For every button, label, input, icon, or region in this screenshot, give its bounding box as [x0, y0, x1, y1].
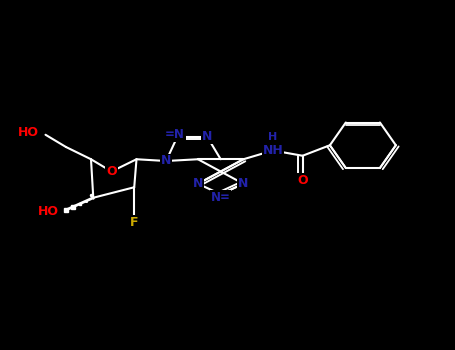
- Text: O: O: [297, 174, 308, 187]
- Text: F: F: [130, 216, 138, 229]
- Text: HO: HO: [18, 126, 39, 140]
- Text: HO: HO: [38, 205, 59, 218]
- Text: O: O: [106, 165, 117, 178]
- Text: H: H: [268, 132, 278, 141]
- Text: N: N: [161, 154, 171, 168]
- Text: N: N: [238, 177, 248, 190]
- Text: N: N: [193, 177, 203, 190]
- Text: N: N: [202, 130, 212, 143]
- Text: =N: =N: [165, 128, 185, 141]
- Text: NH: NH: [263, 144, 283, 157]
- Text: N=: N=: [211, 191, 231, 204]
